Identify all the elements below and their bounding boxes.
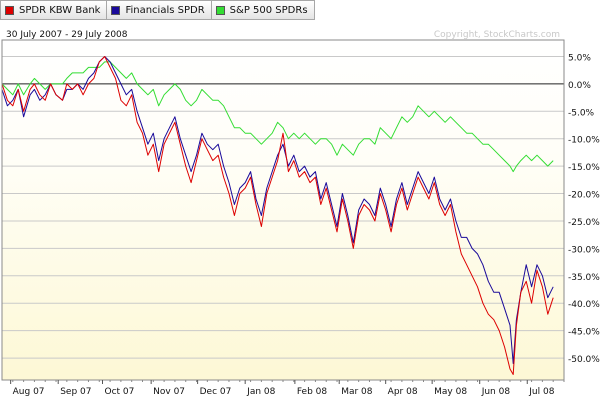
x-tick-label: Dec 07 <box>200 387 232 397</box>
legend-label: SPDR KBW Bank <box>19 4 101 16</box>
x-axis: Aug 07 Sep 07 Oct 07 Nov 07 Dec 07 Jan 08 Feb … <box>10 380 565 397</box>
x-tick-label: Nov 07 <box>153 387 185 397</box>
y-tick-label: 5.0% <box>568 53 591 63</box>
x-tick-label: May 08 <box>434 387 467 397</box>
y-tick-label: -40.0% <box>568 300 600 310</box>
x-tick-label: Sep 07 <box>60 387 91 397</box>
legend-item-financials-spdr[interactable]: Financials SPDR <box>107 0 212 20</box>
plot-area <box>2 40 564 380</box>
x-tick-label: Jun 08 <box>481 387 511 397</box>
legend-swatch-green <box>215 5 225 15</box>
y-tick-label: -35.0% <box>568 273 600 283</box>
legend-item-spdr-kbw-bank[interactable]: SPDR KBW Bank <box>0 0 108 20</box>
legend-swatch-blue <box>111 5 121 15</box>
y-tick-label: -45.0% <box>568 328 600 338</box>
legend-item-sp500-spdrs[interactable]: S&P 500 SPDRs <box>211 0 315 20</box>
date-range-label: 30 July 2007 - 29 July 2008 <box>6 30 128 40</box>
legend-label: Financials SPDR <box>125 4 205 16</box>
x-tick-label: Jul 08 <box>528 387 554 397</box>
x-tick-label: Feb 08 <box>297 387 328 397</box>
y-tick-label: 0.0% <box>568 81 591 91</box>
watermark: Copyright, StockCharts.com <box>434 30 560 40</box>
y-tick-label: -15.0% <box>568 163 600 173</box>
y-tick-label: -30.0% <box>568 245 600 255</box>
x-tick-label: Apr 08 <box>388 387 418 397</box>
gridlines <box>2 55 564 359</box>
x-tick-label: Mar 08 <box>341 387 373 397</box>
y-axis: 5.0% 0.0% -5.0% -10.0% -15.0% -20.0% -25.0% -30… <box>568 53 600 365</box>
y-tick-label: -5.0% <box>568 108 595 118</box>
y-tick-label: -50.0% <box>568 355 600 365</box>
x-tick-label: Aug 07 <box>13 387 45 397</box>
series-line-spdr-kbw-bank <box>1 56 554 375</box>
chart-legend: SPDR KBW Bank Financials SPDR S&P 500 SP… <box>0 0 315 20</box>
series-line-financials-spdr <box>1 56 554 364</box>
y-tick-label: -10.0% <box>568 136 600 146</box>
y-tick-label: -25.0% <box>568 218 600 228</box>
x-tick-label: Oct 07 <box>105 387 135 397</box>
legend-swatch-red <box>5 5 14 15</box>
y-tick-label: -20.0% <box>568 191 600 201</box>
series-lines <box>1 56 554 375</box>
legend-label: S&P 500 SPDRs <box>229 4 308 16</box>
series-line-s-p-500-spdrs <box>1 61 554 173</box>
x-tick-label: Jan 08 <box>246 387 275 397</box>
